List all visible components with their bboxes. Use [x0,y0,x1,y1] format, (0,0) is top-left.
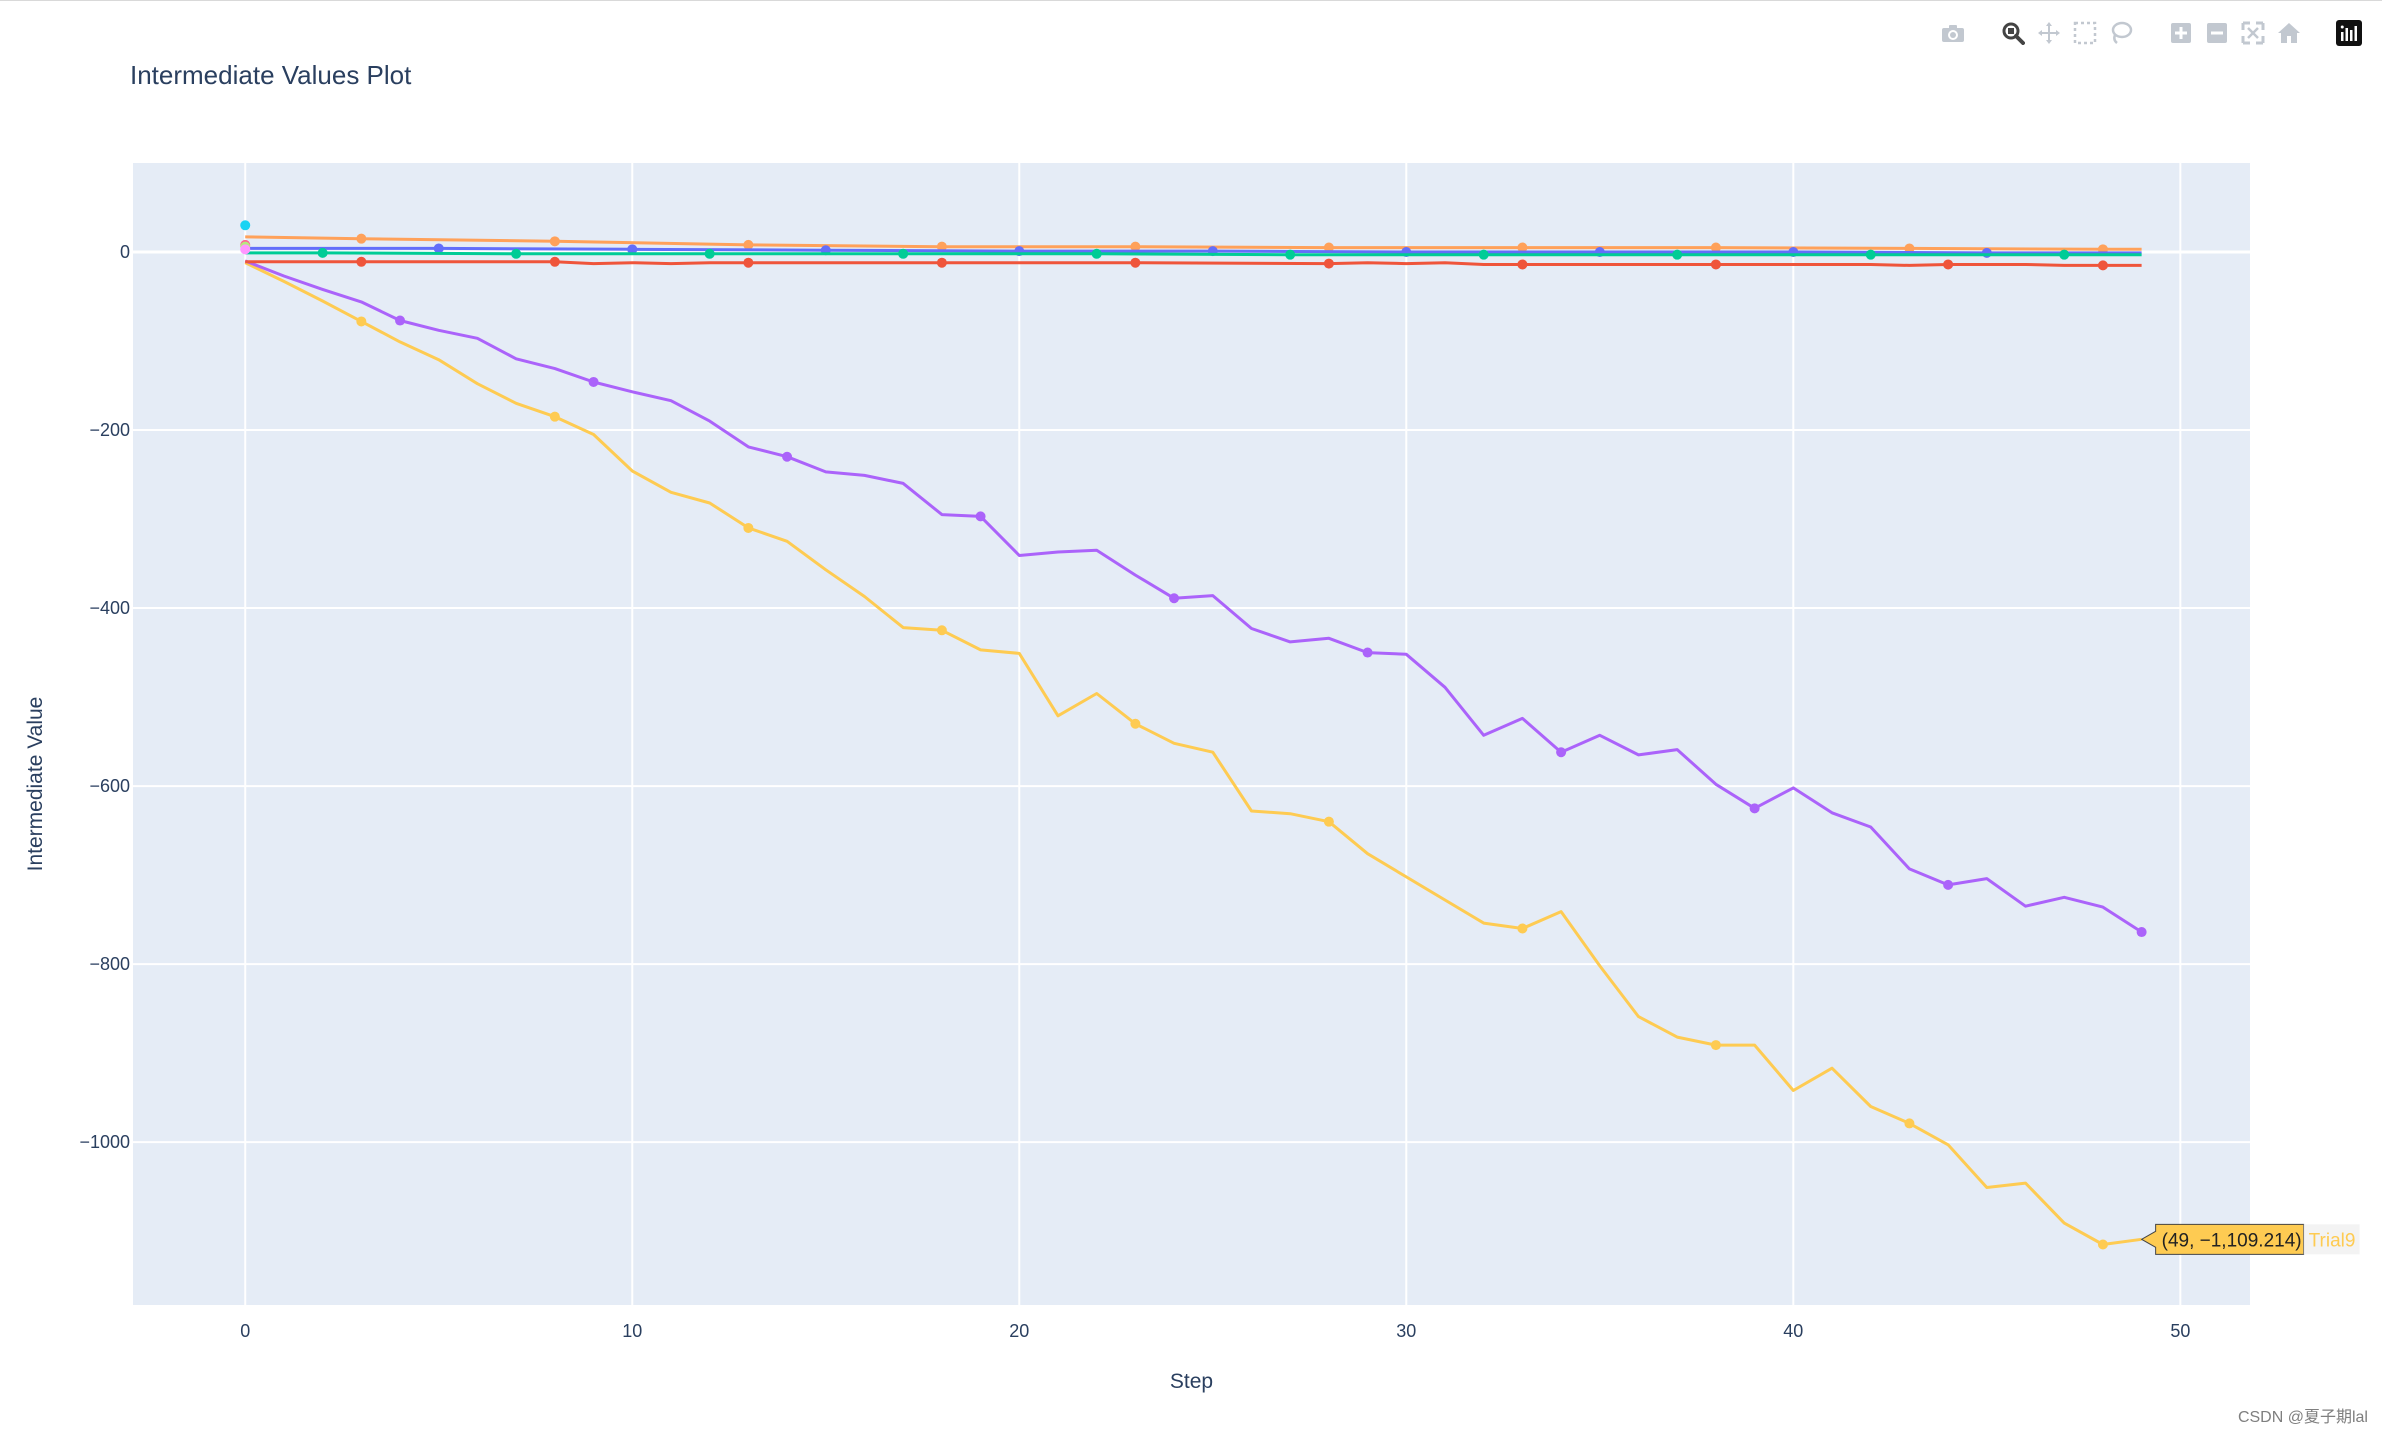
camera-icon[interactable] [1940,20,1966,46]
series-5-point[interactable] [1091,248,1102,259]
series-1-point[interactable] [743,522,754,533]
series-3-point[interactable] [1517,242,1528,253]
x-tick-label: 40 [1783,1321,1803,1341]
series-1-point[interactable] [1710,1040,1721,1051]
reset-axes-icon[interactable] [2276,20,2302,46]
series-5-point[interactable] [704,248,715,259]
series-10-point[interactable] [240,244,251,255]
series-6-point[interactable] [936,257,947,268]
series-2-point[interactable] [395,315,406,326]
series-3-point[interactable] [1710,242,1721,253]
x-tick-label: 20 [1009,1321,1029,1341]
series-1-point[interactable] [936,625,947,636]
series-6-point[interactable] [2097,260,2108,271]
series-2-point[interactable] [588,376,599,387]
series-6-point[interactable] [1130,257,1141,268]
series-line-6[interactable] [245,260,2142,267]
series-4-point[interactable] [627,244,638,255]
series-6-point[interactable] [1323,258,1334,269]
series-3-point[interactable] [936,241,947,252]
pan-icon[interactable] [2036,20,2062,46]
series-4-point[interactable] [433,243,444,254]
chart-title: Intermediate Values Plot [130,60,412,90]
y-tick-label: −200 [89,420,130,440]
series-4-point[interactable] [1981,247,1992,258]
series-7-point[interactable] [240,220,251,231]
series-3-point[interactable] [549,236,560,247]
series-6-point[interactable] [1710,259,1721,270]
series-line-1[interactable] [244,261,2142,1246]
series-5-point[interactable] [1672,249,1683,260]
series-5-point[interactable] [1865,249,1876,260]
series-2-point[interactable] [782,451,793,462]
plot-area[interactable] [133,163,2250,1305]
hover-tooltip-name: Trial9 [2309,1230,2356,1251]
series-1-point[interactable] [2097,1239,2108,1250]
series-5-point[interactable] [511,248,522,259]
series-line-2[interactable] [244,259,2143,934]
series-1-point[interactable] [1130,718,1141,729]
y-tick-label: −1000 [79,1132,130,1152]
series-3-point[interactable] [1904,243,1915,254]
series-3-point[interactable] [1130,241,1141,252]
series-1-point[interactable] [1323,816,1334,827]
hover-tooltip [2140,1223,2305,1255]
box-select-icon[interactable] [2072,20,2098,46]
series-1-point[interactable] [549,411,560,422]
series-2-point[interactable] [1362,647,1373,658]
plot-modebar [1940,18,2362,48]
series-3-point[interactable] [356,233,367,244]
series-line-3[interactable] [245,235,2142,251]
series-5-point[interactable] [1285,249,1296,260]
y-axis-label: Intermediate Value [24,697,47,872]
zoom-icon[interactable] [2000,20,2026,46]
series-2-point[interactable] [975,511,986,522]
series-6-point[interactable] [743,257,754,268]
series-5-point[interactable] [317,247,328,258]
y-tick-label: −600 [89,776,130,796]
series-1-point[interactable] [356,316,367,327]
watermark: CSDN @夏子期lal [2237,1409,2368,1426]
x-tick-label: 0 [240,1321,250,1341]
series-5-point[interactable] [1478,249,1489,260]
series-line-5[interactable] [245,251,2142,257]
y-tick-label: 0 [120,242,130,262]
series-6-point[interactable] [356,256,367,267]
x-tick-label: 10 [622,1321,642,1341]
series-1-point[interactable] [1904,1118,1915,1129]
x-tick-label: 50 [2170,1321,2190,1341]
x-axis-label: Step [1170,1370,1213,1393]
lasso-select-icon[interactable] [2108,20,2134,46]
series-2-point[interactable] [1943,879,1954,890]
top-border [0,0,2382,1]
plotly-logo-icon[interactable] [2336,20,2362,46]
zoom-in-icon[interactable] [2168,20,2194,46]
autoscale-icon[interactable] [2240,20,2266,46]
series-2-point[interactable] [2136,927,2147,938]
series-3-point[interactable] [743,239,754,250]
zoom-out-icon[interactable] [2204,20,2230,46]
series-2-point[interactable] [1749,803,1760,814]
y-tick-label: −400 [89,598,130,618]
series-6-point[interactable] [549,256,560,267]
hover-tooltip-name-bg [2303,1224,2360,1255]
series-1-point[interactable] [1517,923,1528,934]
y-tick-label: −800 [89,954,130,974]
series-5-point[interactable] [2059,249,2070,260]
series-6-point[interactable] [1943,259,1954,270]
series-5-point[interactable] [898,248,909,259]
series-2-point[interactable] [1556,747,1567,758]
series-2-point[interactable] [1169,593,1180,604]
series-3-point[interactable] [1323,242,1334,253]
x-tick-label: 30 [1396,1321,1416,1341]
series-6-point[interactable] [1517,259,1528,270]
hover-tooltip-value: (49, −1,109.214) [2162,1230,2302,1251]
